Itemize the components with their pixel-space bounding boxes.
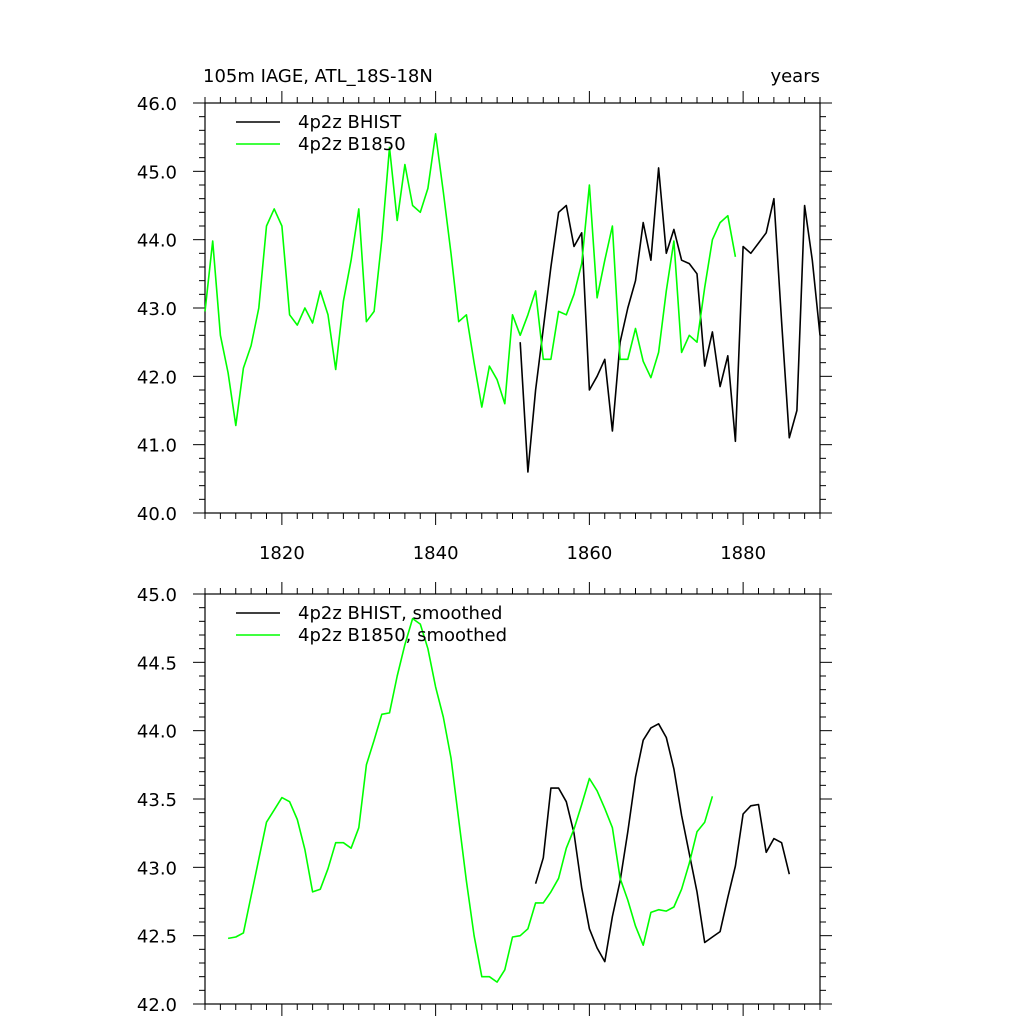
x-tick-label: 1860 [566,543,612,564]
y-tick-label: 46.0 [137,94,177,115]
y-tick-label: 43.5 [137,790,177,811]
top-panel-raw: 1820 1840 1860 1880 40.0 41.0 42.0 43.0 44.0 45.0… [137,91,832,564]
bottom-panel-smoothed: 42.0 42.5 43.0 43.5 44.0 44.5 45.0 4p2z BHIST, … [137,582,832,1016]
y-tick-label: 43.0 [137,858,177,879]
series-line-bhist [534,723,791,963]
y-tick-label: 42.0 [137,995,177,1016]
series-line-bhist [519,167,821,473]
y-tick-label: 45.0 [137,162,177,183]
y-tick-label: 44.0 [137,231,177,252]
x-tick-label: 1840 [413,543,459,564]
y-tick-label: 42.5 [137,927,177,948]
y-tick-label: 41.0 [137,436,177,457]
y-tick-label: 45.0 [137,585,177,606]
legend-label: 4p2z BHIST [298,112,402,133]
series-line-b1850 [227,617,714,983]
legend-label: 4p2z B1850, smoothed [298,625,507,646]
x-tick-label: 1880 [720,543,766,564]
plot-frame [204,102,821,514]
y-tick-label: 42.0 [137,367,177,388]
legend-label: 4p2z BHIST, smoothed [298,603,502,624]
x-tick-label: 1820 [259,543,305,564]
legend-label: 4p2z B1850 [298,134,406,155]
y-tick-label: 43.0 [137,299,177,320]
y-tick-label: 44.5 [137,653,177,674]
plot-right-title: years [770,66,820,87]
plot-left-title: 105m IAGE, ATL_18S-18N [203,66,433,87]
y-tick-label: 40.0 [137,504,177,525]
plot-frame [204,593,821,1005]
series-line-b1850 [204,133,737,427]
y-tick-label: 44.0 [137,722,177,743]
